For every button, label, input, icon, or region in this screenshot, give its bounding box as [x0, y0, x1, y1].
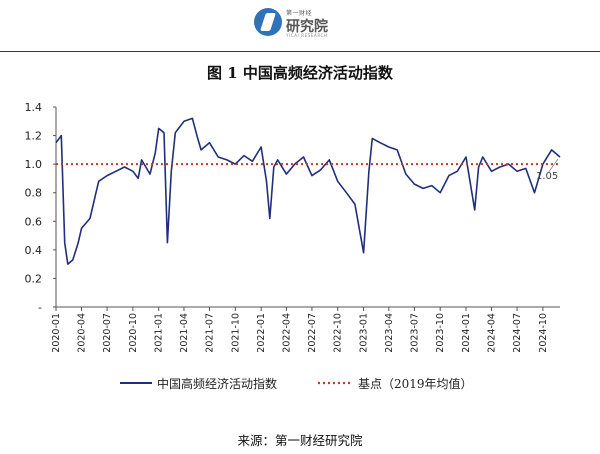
legend-label-index: 中国高频经济活动指数 [157, 376, 277, 391]
x-tick-label: 2021-07 [205, 313, 216, 353]
y-tick-label: - [38, 301, 42, 314]
x-tick-label: 2024-10 [538, 313, 549, 353]
x-tick-label: 2020-07 [102, 313, 113, 353]
x-tick-label: 2021-04 [179, 313, 190, 353]
y-tick-label: 0.2 [25, 272, 43, 285]
x-tick-label: 2020-10 [128, 313, 139, 353]
x-tick-label: 2022-07 [307, 313, 318, 353]
index-line [55, 117, 561, 265]
logo-sub-text: YICAI RESEARCH [286, 33, 328, 38]
x-tick-label: 2024-07 [512, 313, 523, 353]
chart-title: 图 1 中国高频经济活动指数 [207, 64, 393, 82]
x-tick-label: 2023-04 [384, 313, 395, 353]
x-tick-label: 2023-01 [359, 313, 370, 353]
x-tick-label: 2022-01 [256, 313, 267, 353]
header-rule [0, 51, 600, 52]
x-tick-label: 2024-01 [461, 313, 472, 353]
logo-text: 研究院 [286, 19, 328, 35]
x-tick-label: 2023-10 [435, 313, 446, 353]
x-tick-label: 2023-07 [409, 313, 420, 353]
x-tick-label: 2024-04 [487, 313, 498, 353]
y-tick-label: 0.8 [25, 187, 43, 200]
y-tick-label: 0.6 [25, 215, 43, 228]
x-tick-label: 2020-01 [51, 313, 62, 353]
y-tick-label: 0.4 [25, 244, 43, 257]
y-tick-label: 1.4 [25, 101, 43, 114]
annotation-leader [547, 158, 559, 174]
y-tick-label: 1.0 [25, 158, 43, 171]
x-tick-label: 2021-10 [230, 313, 241, 353]
x-tick-label: 2021-01 [154, 313, 165, 353]
legend-label-baseline: 基点（2019年均值） [358, 376, 473, 391]
y-tick-label: 1.2 [25, 130, 43, 143]
logo: 第一财经 研究院 YICAI RESEARCH [254, 6, 350, 40]
logo-small-text: 第一财经 [286, 10, 313, 17]
end-value-label: 1.05 [536, 171, 558, 182]
x-tick-label: 2022-10 [333, 313, 344, 353]
chart: - 0.2 0.4 0.6 0.8 1.0 1.2 1.4 2020-01 2020-04 2020… [25, 101, 561, 391]
logo-mark-icon [254, 8, 282, 36]
source-note: 来源：第一财经研究院 [237, 433, 363, 448]
x-tick-label: 2020-04 [77, 313, 88, 353]
x-tick-label: 2022-04 [281, 313, 292, 353]
